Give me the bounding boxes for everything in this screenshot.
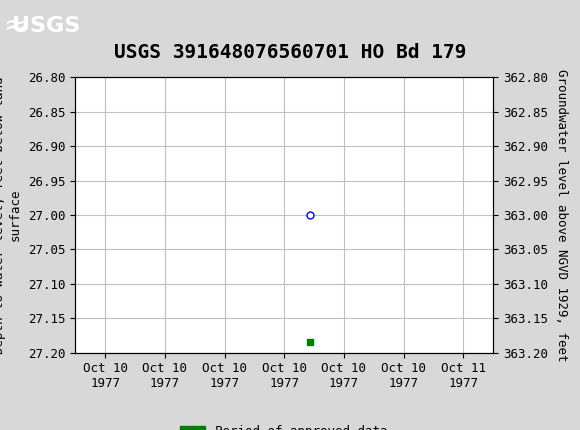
- Text: USGS: USGS: [12, 16, 80, 36]
- Text: ≈: ≈: [3, 12, 26, 40]
- Legend: Period of approved data: Period of approved data: [176, 420, 393, 430]
- Y-axis label: Groundwater level above NGVD 1929, feet: Groundwater level above NGVD 1929, feet: [554, 69, 568, 361]
- Text: USGS 391648076560701 HO Bd 179: USGS 391648076560701 HO Bd 179: [114, 43, 466, 62]
- Y-axis label: Depth to water level, feet below land
surface: Depth to water level, feet below land su…: [0, 76, 21, 354]
